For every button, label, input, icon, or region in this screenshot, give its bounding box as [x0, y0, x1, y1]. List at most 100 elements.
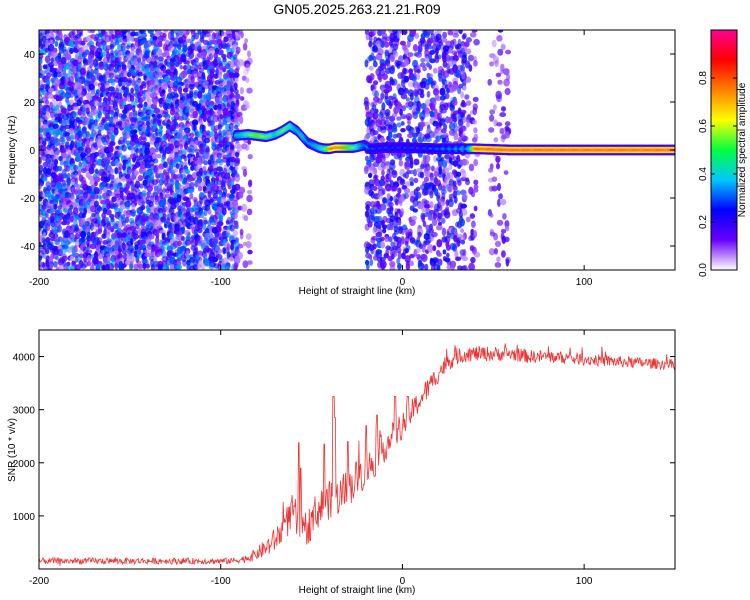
spectrogram-noise-cell: [504, 236, 510, 243]
spectrogram-noise-cell: [414, 32, 420, 39]
spectrogram-noise-cell: [125, 79, 132, 87]
spectrogram-noise-cell: [80, 71, 86, 78]
spectrogram-noise-cell: [93, 223, 99, 231]
spectrogram-noise-cell: [473, 60, 478, 67]
spectrogram-noise-cell: [184, 117, 190, 122]
spectrogram-noise-cell: [204, 258, 210, 267]
spectrogram-noise-cell: [496, 94, 502, 103]
spectrogram-noise-cell: [134, 187, 140, 193]
spectrogram-noise-cell: [69, 47, 74, 55]
spectrogram-noise-cell: [39, 224, 42, 232]
spectrogram-noise-cell: [389, 264, 396, 270]
spectrogram-noise-cell: [400, 128, 406, 133]
spectrogram-noise-cell: [85, 131, 90, 138]
spectrogram-noise-cell: [100, 182, 107, 190]
spectrogram-noise-cell: [462, 193, 468, 200]
spectrogram-noise-cell: [384, 152, 390, 159]
spectrogram-noise-cell: [183, 155, 188, 162]
spectrogram-noise-cell: [416, 191, 422, 199]
spectrogram-noise-cell: [448, 198, 454, 208]
spectrogram-noise-cell: [496, 35, 503, 42]
spectrogram-noise-cell: [153, 158, 159, 164]
spectrogram-noise-cell: [117, 56, 122, 62]
spectrogram-noise-cell: [213, 104, 219, 111]
spectrogram-noise-cell: [92, 160, 99, 166]
spectrogram-noise-cell: [82, 224, 87, 231]
spectrogram-noise-cell: [176, 240, 182, 246]
spectrogram-noise-cell: [83, 207, 88, 216]
spectrogram-noise-cell: [464, 94, 470, 100]
spectrogram-noise-cell: [78, 146, 84, 154]
spectrogram-noise-cell: [208, 199, 215, 206]
spectrogram-noise-cell: [145, 215, 150, 222]
spectrogram-noise-cell: [222, 67, 227, 73]
spectrogram-noise-cell: [93, 155, 98, 162]
spectrogram-noise-cell: [133, 170, 139, 176]
spectrogram-noise-cell: [407, 34, 414, 42]
spectrogram-noise-cell: [502, 213, 507, 220]
spectrogram-noise-cell: [465, 100, 472, 106]
spectrogram-noise-cell: [77, 78, 82, 86]
spectrogram-noise-cell: [234, 151, 240, 158]
spectrogram-noise-cell: [208, 104, 214, 110]
spectrogram-noise-cell: [234, 166, 239, 171]
spectrogram-noise-cell: [148, 201, 154, 208]
spectrogram-noise-cell: [157, 120, 162, 127]
spectrogram-noise-cell: [146, 56, 152, 64]
spectrogram-noise-cell: [505, 225, 510, 231]
spectrogram-noise-cell: [245, 104, 251, 110]
spectrogram-noise-cell: [72, 105, 79, 111]
spectrogram-noise-cell: [188, 50, 195, 60]
spectrogram-noise-cell: [165, 188, 170, 194]
spectrogram-noise-cell: [407, 119, 411, 125]
spectrogram-noise-cell: [162, 188, 167, 193]
spectrogram-noise-cell: [173, 123, 181, 129]
spectrogram-noise-cell: [436, 252, 442, 257]
spectrogram-noise-cell: [182, 259, 187, 267]
spectrogram-noise-cell: [93, 81, 98, 87]
spectrogram-noise-cell: [156, 153, 162, 159]
spectrogram-noise-cell: [134, 244, 139, 251]
spectrogram-noise-cell: [495, 155, 501, 163]
spectrogram-noise-cell: [429, 201, 434, 209]
spectrogram-noise-cell: [391, 127, 398, 133]
spectrogram-noise-cell: [388, 236, 393, 243]
spectrogram-noise-cell: [443, 102, 449, 111]
spectrogram-noise-cell: [54, 40, 59, 47]
spectrogram-noise-cell: [162, 67, 167, 74]
spectrogram-noise-cell: [472, 230, 478, 239]
spectrogram-noise-cell: [233, 220, 238, 229]
spectrogram-noise-cell: [139, 153, 144, 161]
spectrogram-noise-cell: [411, 215, 418, 221]
spectrogram-noise-cell: [201, 86, 206, 94]
spectrogram-noise-cell: [462, 85, 467, 91]
spectrogram-noise-cell: [416, 107, 421, 114]
spectrogram-noise-cell: [383, 41, 390, 48]
spectrogram-noise-cell: [416, 73, 421, 80]
spectrogram-noise-cell: [72, 111, 79, 118]
spectrogram-noise-cell: [49, 264, 54, 270]
spectrogram-noise-cell: [436, 224, 443, 231]
spectrogram-noise-cell: [391, 112, 398, 118]
spectrogram-noise-cell: [472, 96, 479, 102]
spectrogram-noise-cell: [202, 114, 207, 123]
spectrogram-noise-cell: [140, 83, 147, 89]
spectrogram-noise-cell: [466, 121, 470, 128]
spectrogram-noise-cell: [176, 264, 183, 270]
spectrogram-noise-cell: [372, 60, 378, 68]
spectrogram-noise-cell: [108, 72, 114, 79]
spectrogram-noise-cell: [389, 66, 395, 75]
spectrogram-noise-cell: [129, 238, 134, 246]
spectrogram-noise-cell: [429, 190, 434, 199]
spectrogram-noise-cell: [153, 48, 159, 55]
spectrogram-noise-cell: [494, 248, 498, 255]
spectrogram-noise-cell: [247, 139, 252, 145]
spectrogram-noise-cell: [174, 93, 179, 99]
spectrogram-noise-cell: [373, 167, 378, 175]
spectrogram-noise-cell: [179, 108, 184, 115]
spectrogram-noise-cell: [139, 163, 147, 169]
spectrogram-noise-cell: [137, 92, 142, 100]
spectrogram-noise-cell: [55, 104, 60, 111]
spectrogram-noise-cell: [404, 248, 409, 254]
